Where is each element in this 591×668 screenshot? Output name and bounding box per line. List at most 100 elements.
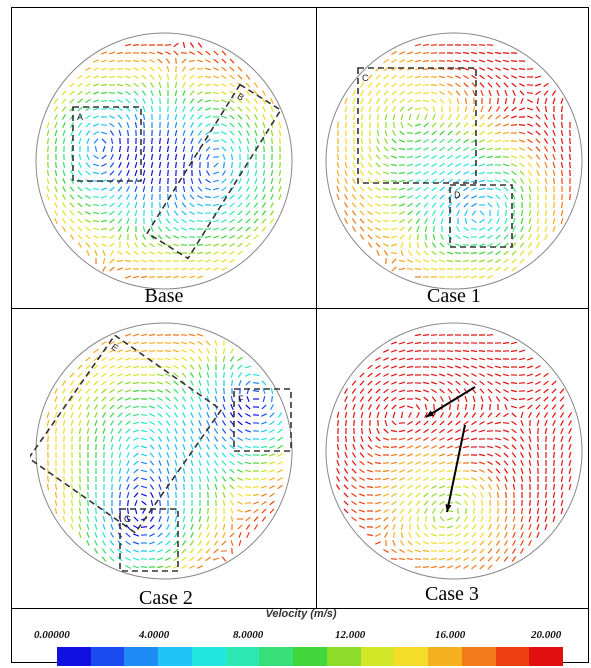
velocity-vector <box>495 123 501 127</box>
velocity-vector <box>260 421 268 425</box>
velocity-vector <box>77 380 83 386</box>
velocity-vector <box>213 162 219 168</box>
velocity-vector <box>462 59 470 63</box>
velocity-vector <box>375 396 381 402</box>
velocity-vector <box>447 130 453 136</box>
velocity-vector <box>196 220 204 222</box>
velocity-vector <box>148 51 156 55</box>
velocity-vector <box>252 501 260 505</box>
velocity-vector <box>134 233 138 241</box>
velocity-vector <box>190 467 194 475</box>
velocity-vector <box>478 357 486 361</box>
velocity-vector <box>77 226 83 232</box>
velocity-vector <box>117 218 123 224</box>
velocity-vector <box>174 105 178 113</box>
velocity-vector <box>62 411 66 419</box>
velocity-vector <box>252 373 260 377</box>
velocity-vector <box>95 507 97 515</box>
velocity-vector <box>568 483 572 491</box>
velocity-vector <box>423 250 429 256</box>
velocity-vector <box>132 557 140 561</box>
velocity-vector <box>47 161 49 169</box>
velocity-vector <box>439 516 445 522</box>
velocity-vector <box>173 380 179 386</box>
velocity-vector <box>415 404 421 410</box>
velocity-vector <box>544 507 548 515</box>
velocity-vector <box>196 203 204 207</box>
velocity-vector <box>229 476 235 482</box>
velocity-vector <box>173 396 179 402</box>
velocity-vector <box>390 461 398 465</box>
velocity-vector <box>254 186 258 192</box>
velocity-vector <box>132 413 140 417</box>
velocity-vector <box>367 90 373 96</box>
velocity-vector <box>190 443 194 451</box>
velocity-vector <box>116 91 124 95</box>
velocity-vector <box>390 477 398 481</box>
velocity-vector <box>141 66 147 72</box>
velocity-vector <box>511 170 517 176</box>
velocity-vector <box>221 131 227 135</box>
velocity-vector <box>77 186 83 192</box>
velocity-vector <box>471 484 477 490</box>
velocity-vector <box>375 533 381 537</box>
velocity-vector <box>352 97 356 105</box>
velocity-vector <box>455 388 461 394</box>
velocity-vector <box>383 98 389 104</box>
velocity-vector <box>221 460 227 466</box>
velocity-vector <box>62 169 66 177</box>
velocity-vector <box>277 469 283 473</box>
colorbar-swatch <box>90 647 125 666</box>
velocity-vector <box>213 235 219 239</box>
velocity-vector <box>359 82 365 88</box>
velocity-vector <box>552 113 556 121</box>
velocity-vector <box>229 468 235 474</box>
velocity-vector <box>189 372 195 378</box>
velocity-vector <box>495 242 501 248</box>
velocity-vector <box>190 177 194 185</box>
velocity-vector <box>180 267 188 271</box>
velocity-vector <box>400 249 404 257</box>
velocity-vector <box>390 558 398 560</box>
velocity-vector <box>140 414 148 416</box>
velocity-vector <box>198 169 202 177</box>
velocity-vector <box>204 220 212 222</box>
velocity-vector <box>439 437 445 441</box>
velocity-vector <box>534 83 542 87</box>
velocity-vector <box>487 251 493 255</box>
velocity-vector <box>568 435 572 443</box>
velocity-vector <box>470 429 478 433</box>
velocity-vector <box>399 75 405 79</box>
velocity-vector <box>110 515 114 523</box>
velocity-vector <box>116 349 124 353</box>
velocity-vector <box>101 138 107 144</box>
velocity-vector <box>455 162 461 168</box>
velocity-vector <box>70 396 74 402</box>
velocity-vector <box>117 412 123 418</box>
velocity-vector <box>353 419 355 427</box>
velocity-vector <box>101 154 107 160</box>
velocity-vector <box>374 195 382 199</box>
velocity-vector <box>221 178 227 184</box>
velocity-vector <box>175 491 177 499</box>
velocity-vector <box>495 226 501 232</box>
velocity-vector <box>85 106 91 112</box>
velocity-vector <box>148 558 156 560</box>
velocity-vector <box>560 491 564 499</box>
velocity-vector <box>188 60 196 62</box>
velocity-vector <box>206 379 210 387</box>
velocity-vector <box>71 435 73 443</box>
velocity-vector <box>109 162 115 168</box>
velocity-vector <box>360 137 364 145</box>
velocity-vector <box>86 153 90 161</box>
velocity-vector <box>92 219 100 223</box>
domain-boundary <box>325 322 583 580</box>
velocity-vector <box>423 138 429 144</box>
velocity-vector <box>431 396 437 402</box>
velocity-vector <box>470 365 478 369</box>
velocity-vector <box>245 242 251 248</box>
velocity-vector <box>221 540 227 546</box>
velocity-vector <box>398 422 406 424</box>
velocity-vector <box>336 153 340 161</box>
velocity-vector <box>109 258 115 264</box>
